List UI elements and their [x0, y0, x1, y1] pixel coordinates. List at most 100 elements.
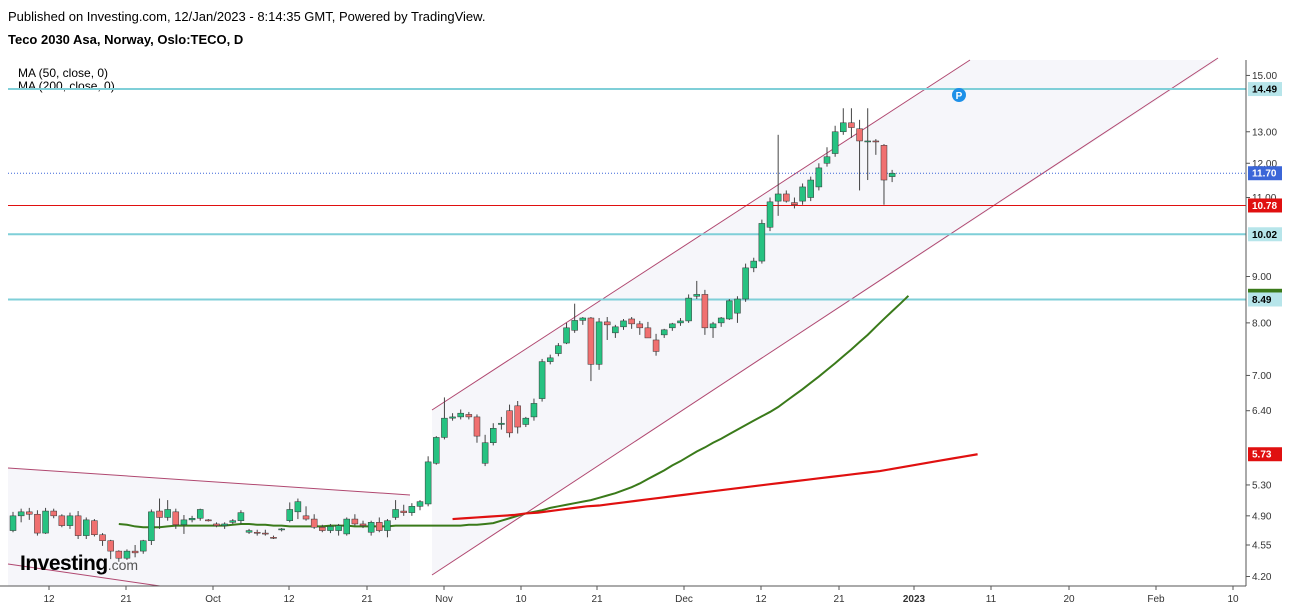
- old-channel-bottom-line: [7, 563, 161, 587]
- candle-up: [888, 169, 896, 183]
- candle-up: [840, 108, 847, 135]
- candle-down: [473, 414, 481, 443]
- candle-body: [310, 518, 318, 528]
- candle-body: [791, 202, 798, 205]
- candle-up: [196, 508, 204, 521]
- p-marker-label: P: [956, 91, 963, 102]
- candle-up: [392, 500, 399, 520]
- time-tick-label: Dec: [675, 594, 693, 605]
- candle-down: [603, 317, 611, 340]
- candle-up: [660, 328, 668, 338]
- candle-body: [213, 523, 220, 526]
- price-label-box: [1248, 227, 1282, 242]
- price-tick-label: 4.55: [1252, 541, 1272, 552]
- candle-body: [262, 532, 269, 535]
- candle-up: [612, 324, 619, 338]
- candle-up: [685, 294, 692, 323]
- candle-down: [156, 498, 163, 529]
- price-label-text: 10.78: [1252, 201, 1277, 212]
- candle-body: [612, 326, 619, 334]
- candle-body: [139, 540, 147, 552]
- p-marker-circle: [952, 88, 966, 102]
- candle-body: [131, 550, 139, 554]
- candle-body: [888, 172, 896, 177]
- candle-body: [823, 156, 831, 164]
- candle-body: [563, 327, 570, 344]
- logo-suffix: .com: [107, 557, 139, 573]
- candle-up: [457, 409, 464, 420]
- candle-body: [856, 128, 863, 142]
- candle-body: [742, 267, 749, 300]
- time-axis: 12 21 Oct 12 21 Nov 10 21 Dec 12 21 2023 11 20 Feb 10: [0, 585, 1246, 605]
- price-label-ma200: 5.73: [1248, 447, 1282, 462]
- candle-body: [359, 523, 367, 526]
- price-tick-label: 6.40: [1252, 406, 1272, 417]
- candle-down: [302, 506, 310, 521]
- price-tick-label: 12.00: [1252, 159, 1277, 170]
- candle-body: [628, 318, 635, 325]
- price-tick-label: 8.00: [1252, 318, 1272, 329]
- candle-up: [799, 183, 806, 205]
- candle-up: [717, 317, 725, 327]
- candle-body: [115, 550, 123, 559]
- candle-up: [693, 280, 701, 300]
- candle-up: [449, 413, 456, 421]
- candle-body: [270, 537, 277, 539]
- candle-up: [709, 321, 717, 338]
- candle-body: [229, 520, 237, 523]
- investing-logo: Investing.com: [20, 552, 138, 576]
- candle-body: [91, 520, 98, 536]
- candle-body: [766, 201, 774, 228]
- candle-body: [620, 320, 627, 328]
- candle-up: [327, 523, 334, 534]
- time-tick-label: 10: [515, 594, 527, 605]
- candle-body: [815, 167, 823, 188]
- candle-body: [579, 317, 587, 321]
- candle-body: [831, 131, 839, 154]
- candle-body: [555, 345, 562, 354]
- candle-down: [262, 529, 269, 536]
- candle-down: [514, 400, 521, 434]
- time-tick-label: Feb: [1147, 594, 1165, 605]
- price-tick-label: 5.30: [1252, 480, 1272, 491]
- candle-body: [864, 140, 871, 143]
- candle-body: [734, 298, 741, 314]
- candle-body: [42, 510, 49, 534]
- candle-up: [498, 416, 505, 430]
- ma50-legend[interactable]: MA (50, close, 0): [18, 66, 109, 80]
- candle-body: [522, 417, 530, 425]
- candle-down: [351, 514, 359, 526]
- candle-body: [481, 442, 489, 464]
- price-tick-label: 4.90: [1252, 511, 1272, 522]
- candle-down: [652, 333, 660, 356]
- candle-up: [123, 549, 131, 560]
- candle-body: [196, 509, 204, 519]
- candle-down: [644, 321, 652, 339]
- candle-body: [343, 518, 350, 535]
- candle-down: [880, 144, 888, 205]
- candle-up: [335, 523, 342, 536]
- candle-up: [188, 515, 196, 523]
- marker: P: [952, 88, 966, 102]
- candle-up: [139, 539, 147, 554]
- candle-body: [709, 323, 717, 329]
- candle-up: [620, 318, 627, 330]
- candle-body: [335, 525, 342, 531]
- price-label-box: [1248, 166, 1282, 181]
- candle-up: [815, 163, 823, 191]
- candle-up: [758, 219, 766, 264]
- candle-body: [848, 122, 855, 128]
- time-tick-label: 21: [591, 594, 603, 605]
- candle-down: [628, 317, 635, 329]
- candle-body: [50, 510, 57, 517]
- candle-down: [400, 504, 407, 516]
- candle-body: [302, 515, 310, 520]
- candle-down: [376, 517, 383, 533]
- candle-up: [481, 434, 489, 467]
- candle-down: [848, 108, 855, 138]
- price-tick-label: 9.00: [1252, 272, 1272, 283]
- candle-body: [253, 531, 261, 534]
- p-marker: P: [952, 88, 966, 102]
- candle-body: [286, 509, 294, 521]
